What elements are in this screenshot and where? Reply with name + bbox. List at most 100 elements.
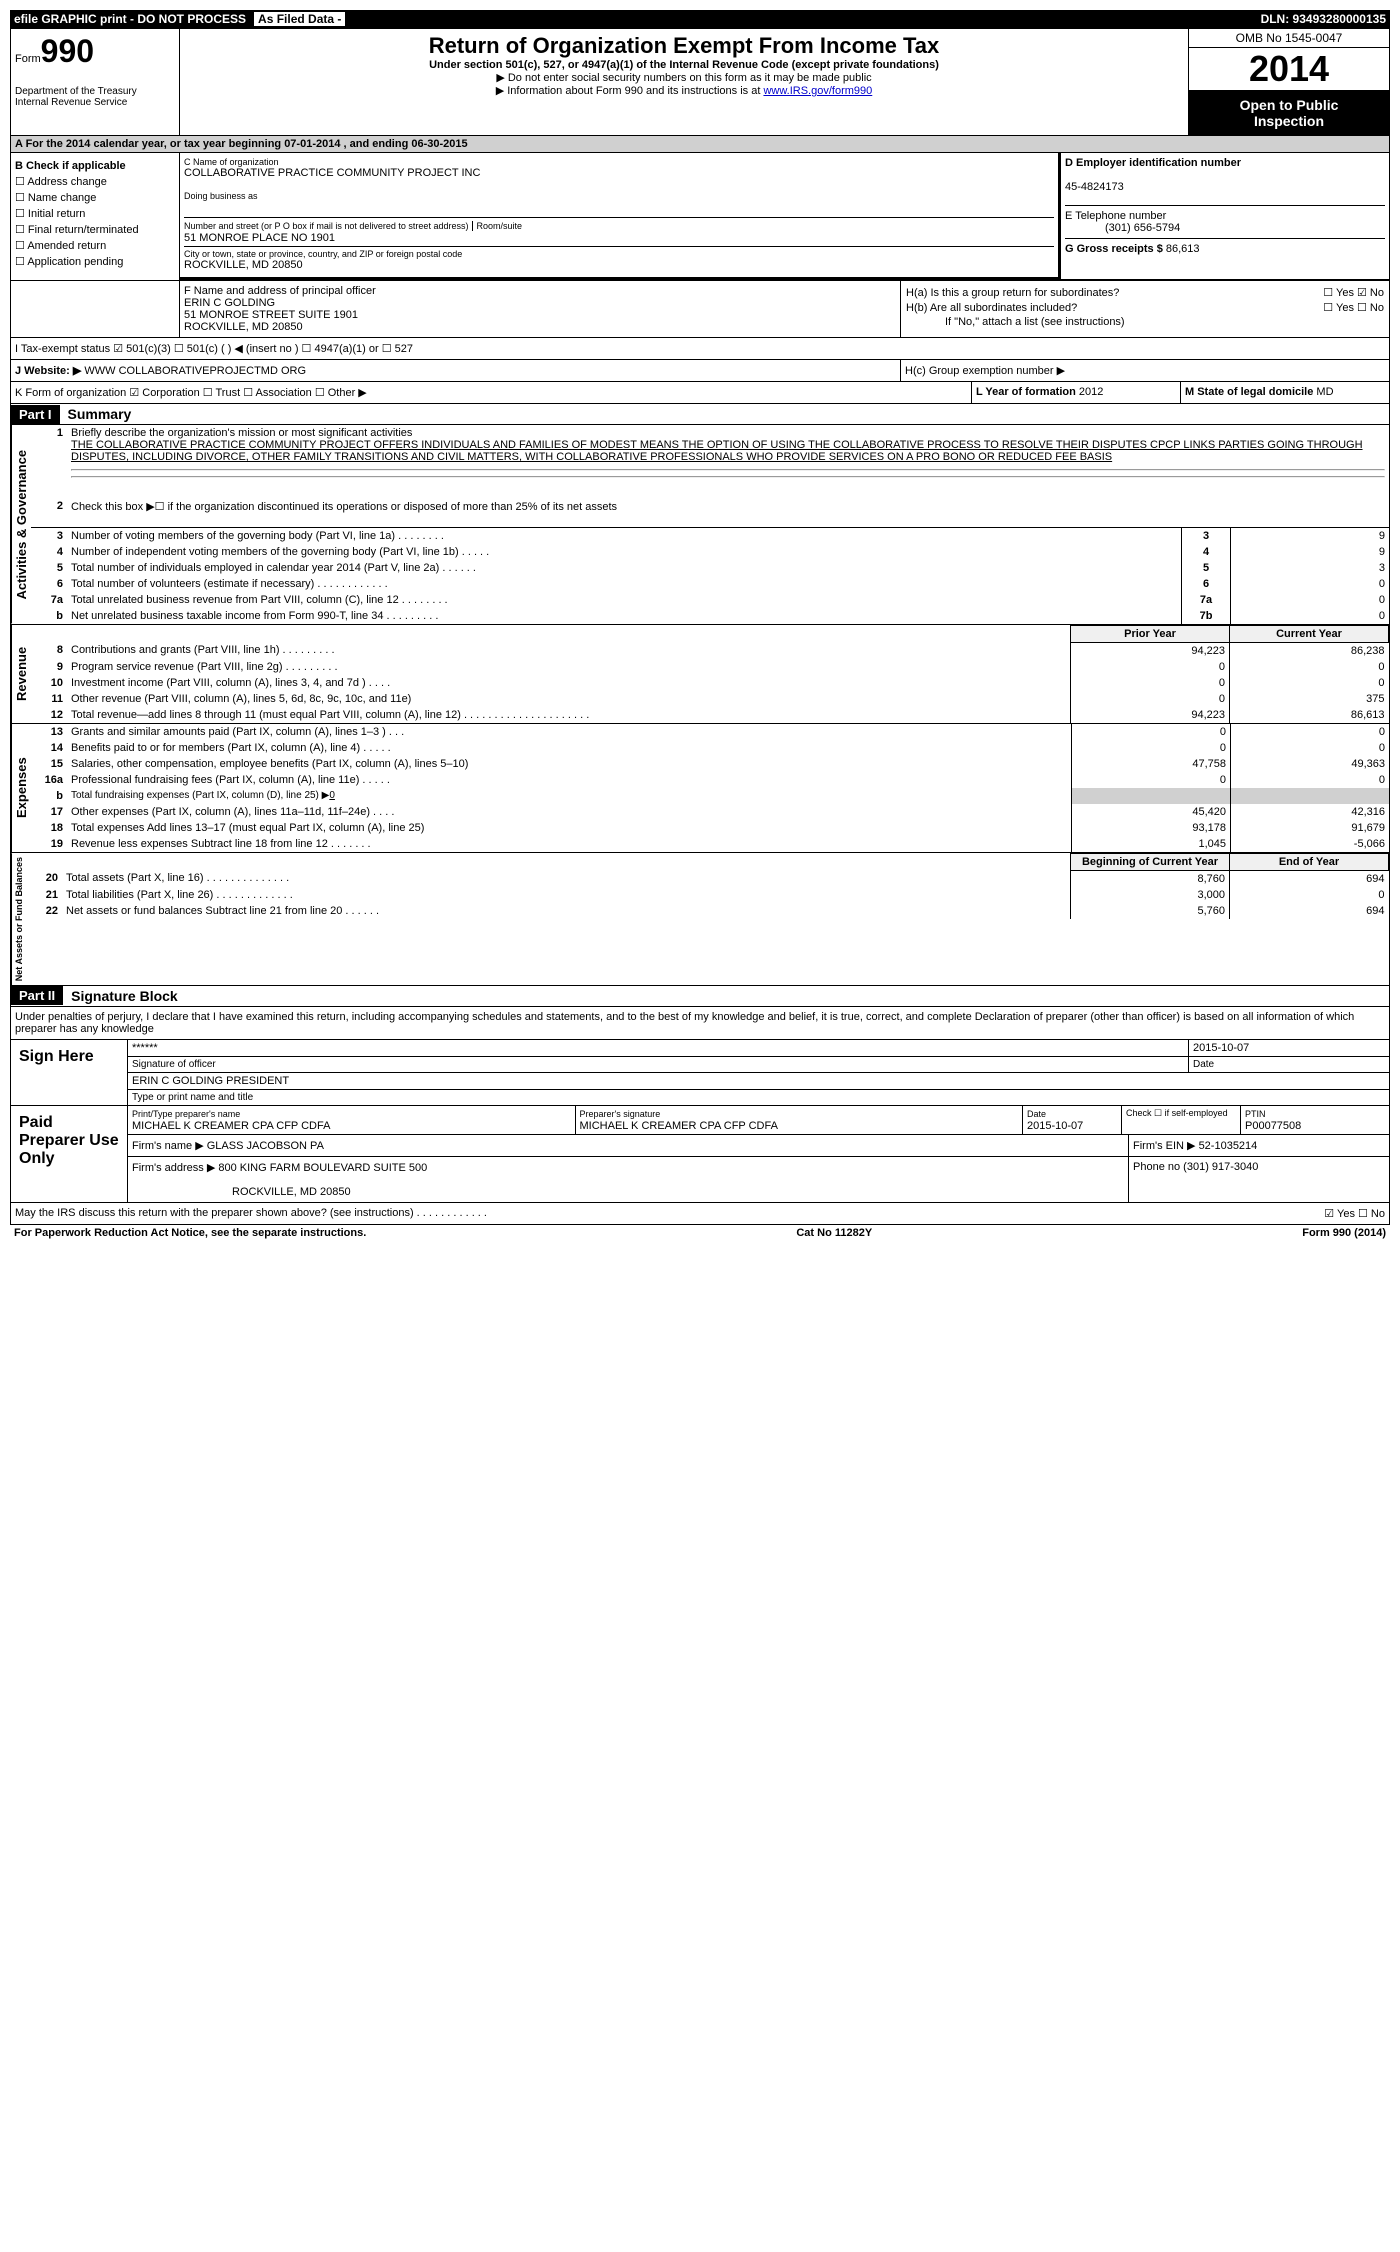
prior-year-value: 45,420 — [1072, 804, 1231, 820]
firm-ein: 52-1035214 — [1199, 1140, 1258, 1152]
tab-revenue: Revenue — [11, 625, 31, 723]
prior-year-value: 0 — [1071, 659, 1230, 675]
line-col: 5 — [1182, 560, 1231, 576]
current-year-value: -5,066 — [1231, 836, 1390, 852]
d-label: D Employer identification number — [1065, 157, 1241, 169]
hb-answer: ☐ Yes ☐ No — [1277, 300, 1385, 315]
line-num: 5 — [31, 560, 67, 576]
beginning-value: 8,760 — [1071, 870, 1230, 887]
line-num: 4 — [31, 544, 67, 560]
current-year-value: 0 — [1231, 740, 1390, 756]
officer-name: ERIN C GOLDING — [184, 297, 896, 309]
chk-amended-return[interactable]: Amended return — [15, 239, 175, 252]
line-num: b — [31, 788, 67, 804]
line-i: I Tax-exempt status ☑ 501(c)(3) ☐ 501(c)… — [11, 338, 1389, 359]
current-year-value: 0 — [1230, 659, 1389, 675]
preparer-date: 2015-10-07 — [1027, 1120, 1083, 1132]
preparer-name: MICHAEL K CREAMER CPA CFP CDFA — [132, 1120, 330, 1132]
chk-application-pending[interactable]: Application pending — [15, 255, 175, 268]
chk-name-change[interactable]: Name change — [15, 191, 175, 204]
b-header: B Check if applicable — [15, 160, 126, 172]
line-label: Total assets (Part X, line 16) . . . . .… — [62, 870, 1071, 887]
prior-year-value: 94,223 — [1071, 707, 1230, 723]
city-label: City or town, state or province, country… — [184, 249, 1054, 259]
line-num: 8 — [31, 642, 67, 659]
prior-year-value: 0 — [1072, 740, 1231, 756]
line-num: 11 — [31, 691, 67, 707]
prior-year-header: Prior Year — [1071, 625, 1230, 642]
efile-mid: As Filed Data - — [254, 12, 345, 26]
self-employed-chk[interactable]: Check ☐ if self-employed — [1122, 1106, 1241, 1134]
current-year-value: 42,316 — [1231, 804, 1390, 820]
current-year-value: 0 — [1230, 675, 1389, 691]
form-header: Form990 Department of the Treasury Inter… — [10, 28, 1390, 136]
footer-mid: Cat No 11282Y — [796, 1227, 872, 1239]
line-num: b — [31, 608, 67, 624]
current-year-value: 0 — [1231, 724, 1390, 740]
line-num: 21 — [26, 887, 62, 903]
hc-label: H(c) Group exemption number ▶ — [901, 360, 1389, 381]
end-value: 0 — [1230, 887, 1389, 903]
dept-line1: Department of the Treasury — [15, 86, 175, 97]
firm-addr2: ROCKVILLE, MD 20850 — [132, 1186, 351, 1198]
phone: (301) 656-5794 — [1065, 222, 1180, 234]
line-label: Total number of volunteers (estimate if … — [67, 576, 1182, 592]
hb-label: H(b) Are all subordinates included? — [905, 300, 1277, 315]
part2-title: Signature Block — [63, 986, 186, 1006]
sign-here-label: Sign Here — [11, 1040, 128, 1105]
line-label: Total number of individuals employed in … — [67, 560, 1182, 576]
mission-text: THE COLLABORATIVE PRACTICE COMMUNITY PRO… — [71, 439, 1363, 463]
city-state-zip: ROCKVILLE, MD 20850 — [184, 259, 1054, 271]
ptin-label: PTIN — [1245, 1109, 1266, 1119]
firm-ein-label: Firm's EIN ▶ — [1133, 1140, 1196, 1152]
chk-final-return[interactable]: Final return/terminated — [15, 223, 175, 236]
line-num: 20 — [26, 870, 62, 887]
dba-label: Doing business as — [184, 191, 1054, 201]
pt-label: Print/Type preparer's name — [132, 1109, 240, 1119]
line-col: 7b — [1182, 608, 1231, 624]
line-label: Program service revenue (Part VIII, line… — [67, 659, 1071, 675]
efile-left: efile GRAPHIC print - DO NOT PROCESS — [14, 12, 246, 26]
firm-phone-label: Phone no — [1133, 1161, 1180, 1173]
firm-addr-label: Firm's address ▶ — [132, 1162, 215, 1174]
line-label: Net assets or fund balances Subtract lin… — [62, 903, 1071, 919]
preparer-sig: MICHAEL K CREAMER CPA CFP CDFA — [580, 1120, 778, 1132]
end-value: 694 — [1230, 870, 1389, 887]
current-year-header: Current Year — [1230, 625, 1389, 642]
year-formation: 2012 — [1079, 386, 1103, 398]
c-name-label: C Name of organization — [184, 157, 1054, 167]
beginning-year-header: Beginning of Current Year — [1071, 853, 1230, 870]
form-subtitle-1: Under section 501(c), 527, or 4947(a)(1)… — [184, 59, 1184, 71]
line-num: 7a — [31, 592, 67, 608]
line-label: Total expenses Add lines 13–17 (must equ… — [67, 820, 1072, 836]
chk-initial-return[interactable]: Initial return — [15, 207, 175, 220]
line-label: Contributions and grants (Part VIII, lin… — [67, 642, 1071, 659]
current-year-value: 0 — [1231, 772, 1390, 788]
irs-link[interactable]: www.IRS.gov/form990 — [763, 85, 872, 97]
line-value: 0 — [1231, 576, 1390, 592]
line-num: 18 — [31, 820, 67, 836]
line-col: 3 — [1182, 527, 1231, 544]
sig-date: 2015-10-07 — [1189, 1040, 1389, 1056]
part1-title: Summary — [60, 404, 140, 424]
print-name-label: Type or print name and title — [128, 1089, 1389, 1105]
ptin: P00077508 — [1245, 1120, 1301, 1132]
part1-header: Part I — [11, 405, 60, 424]
chk-address-change[interactable]: Address change — [15, 175, 175, 188]
org-name: COLLABORATIVE PRACTICE COMMUNITY PROJECT… — [184, 167, 1054, 179]
footer-right: Form 990 (2014) — [1302, 1227, 1386, 1239]
sig-officer-label: Signature of officer — [128, 1056, 1188, 1073]
officer-addr2: ROCKVILLE, MD 20850 — [184, 321, 896, 333]
firm-phone: (301) 917-3040 — [1183, 1161, 1258, 1173]
e-label: E Telephone number — [1065, 210, 1166, 222]
line-label: Investment income (Part VIII, column (A)… — [67, 675, 1071, 691]
street-address: 51 MONROE PLACE NO 1901 — [184, 232, 335, 244]
end-value: 694 — [1230, 903, 1389, 919]
f-label: F Name and address of principal officer — [184, 285, 896, 297]
ha-label: H(a) Is this a group return for subordin… — [905, 285, 1277, 300]
ps-label: Preparer's signature — [580, 1109, 661, 1119]
form-title: Return of Organization Exempt From Incom… — [184, 33, 1184, 59]
form-number: 990 — [41, 33, 94, 69]
beginning-value: 3,000 — [1071, 887, 1230, 903]
current-year-value: 49,363 — [1231, 756, 1390, 772]
